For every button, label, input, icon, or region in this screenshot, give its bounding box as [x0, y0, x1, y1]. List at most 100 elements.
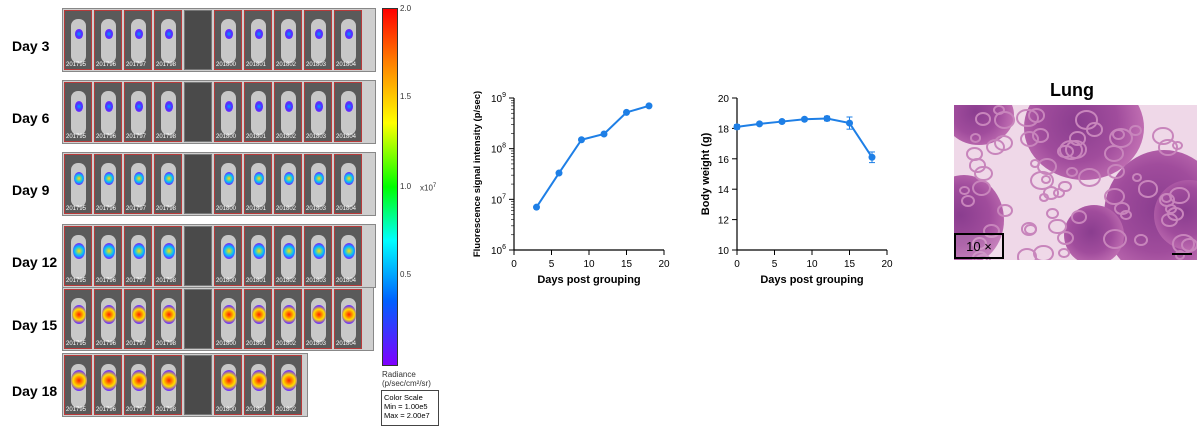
mouse-id-label: 201803 [306, 206, 327, 212]
bioluminescence-signal [74, 100, 84, 112]
alveolus [1030, 170, 1054, 191]
alveolus [972, 237, 988, 250]
x-tick-label: 10 [583, 259, 595, 270]
mouse-id-label: 201798 [156, 407, 177, 413]
alveolus [1161, 213, 1178, 228]
mouse-image: 201802 [274, 82, 302, 142]
mouse-image: 201802 [274, 355, 302, 415]
mouse-id-label: 201797 [126, 134, 147, 140]
mouse-id-label: 201796 [96, 278, 117, 284]
day-label: Day 3 [12, 38, 50, 54]
bioluminescence-signal [341, 304, 357, 324]
bioluminescence-signal [73, 171, 85, 186]
bioluminescence-signal [71, 370, 87, 391]
bioluminescence-signal [71, 304, 87, 324]
x-tick-label: 0 [511, 259, 517, 270]
mouse-id-label: 201802 [276, 134, 297, 140]
bioluminescence-signal [251, 370, 267, 391]
mouse-image: 201795 [64, 289, 92, 349]
bioluminescence-signal [75, 29, 83, 39]
mouse-id-label: 201802 [276, 407, 297, 413]
data-point [868, 153, 876, 161]
alveolus [1057, 230, 1075, 246]
empty-slot [184, 82, 212, 142]
mouse-silhouette [251, 91, 266, 135]
mouse-id-label: 201796 [96, 62, 117, 68]
fluorescence-chart: 106 107 108 109 0 5 10 15 20 Days post grouping Fl… [472, 91, 670, 286]
alveolus [960, 195, 976, 208]
y-tick-label: 20 [718, 94, 730, 105]
imaging-row: 201795 201796 201797 201798 201800 201801 2018… [62, 224, 376, 288]
colorbar-multiplier: x107 [420, 183, 437, 193]
mouse-image: 201797 [124, 226, 152, 286]
alveolus [1027, 108, 1046, 123]
bioluminescence-signal [104, 100, 114, 112]
alveolus [1023, 223, 1037, 235]
mouse-image: 201798 [154, 154, 182, 214]
mouse-image: 201804 [334, 10, 362, 70]
x-tick-label: 10 [806, 259, 818, 270]
mouse-id-label: 201802 [276, 278, 297, 284]
mouse-id-label: 201800 [216, 407, 237, 413]
alveolus [1040, 175, 1052, 185]
mouse-image: 201800 [214, 226, 242, 286]
mouse-image: 201801 [244, 82, 272, 142]
mouse-image: 201795 [64, 226, 92, 286]
y-tick-label: 108 [491, 143, 506, 156]
mouse-id-label: 201798 [156, 278, 177, 284]
mouse-id-label: 201795 [66, 407, 87, 413]
empty-slot [184, 154, 212, 214]
mouse-silhouette [101, 91, 116, 135]
bioluminescence-signal [251, 304, 267, 324]
mouse-id-label: 201800 [216, 341, 237, 347]
alveolus [1152, 126, 1174, 145]
alveolus [975, 112, 992, 126]
day-label: Day 12 [12, 254, 58, 270]
bioluminescence-signal [314, 100, 324, 112]
bioluminescence-signal [163, 243, 175, 259]
mouse-silhouette [161, 19, 176, 63]
series-line [535, 104, 650, 208]
mouse-silhouette [311, 19, 326, 63]
bioluminescence-signal [343, 171, 355, 186]
mouse-silhouette [131, 91, 146, 135]
mouse-id-label: 201802 [276, 341, 297, 347]
bioluminescence-signal [133, 171, 145, 186]
bioluminescence-signal [161, 370, 177, 391]
bioluminescence-signal [283, 171, 295, 186]
x-axis-label: Days post grouping [760, 274, 863, 286]
mouse-image: 201802 [274, 289, 302, 349]
body-weight-chart: 10 12 14 16 18 20 0 5 10 15 20 Days post grouping Bo… [700, 94, 893, 286]
bioluminescence-signal [345, 29, 353, 39]
data-point [823, 115, 831, 123]
alveolus [1104, 188, 1125, 206]
mouse-id-label: 201795 [66, 278, 87, 284]
mouse-image: 201802 [274, 226, 302, 286]
mouse-silhouette [251, 19, 266, 63]
mouse-image: 201802 [274, 10, 302, 70]
mouse-image: 201798 [154, 226, 182, 286]
y-tick-label: 12 [718, 216, 730, 227]
mouse-image: 201800 [214, 355, 242, 415]
mouse-image: 201798 [154, 82, 182, 142]
bioluminescence-signal [165, 29, 173, 39]
alveolus [971, 179, 992, 196]
mouse-image: 201796 [94, 226, 122, 286]
day-label: Day 6 [12, 110, 50, 126]
colorbar-unit-value: (p/sec/cm²/sr) [382, 379, 431, 388]
bioluminescence-signal [105, 29, 113, 39]
mouse-image: 201804 [334, 154, 362, 214]
bioluminescence-signal [344, 100, 354, 112]
bioluminescence-signal [224, 100, 234, 112]
bioluminescence-signal [254, 100, 264, 112]
colorbar-tick: 0.5 [400, 270, 412, 279]
alveolus [1103, 229, 1128, 250]
mouse-silhouette [281, 19, 296, 63]
mouse-image: 201801 [244, 355, 272, 415]
bioluminescence-signal [225, 29, 233, 39]
colorbar-tick: 1.0 [400, 182, 412, 191]
mouse-silhouette [341, 91, 356, 135]
mouse-image: 201795 [64, 154, 92, 214]
bioluminescence-signal [134, 100, 144, 112]
y-axis-label: Body weight (g) [700, 132, 712, 215]
